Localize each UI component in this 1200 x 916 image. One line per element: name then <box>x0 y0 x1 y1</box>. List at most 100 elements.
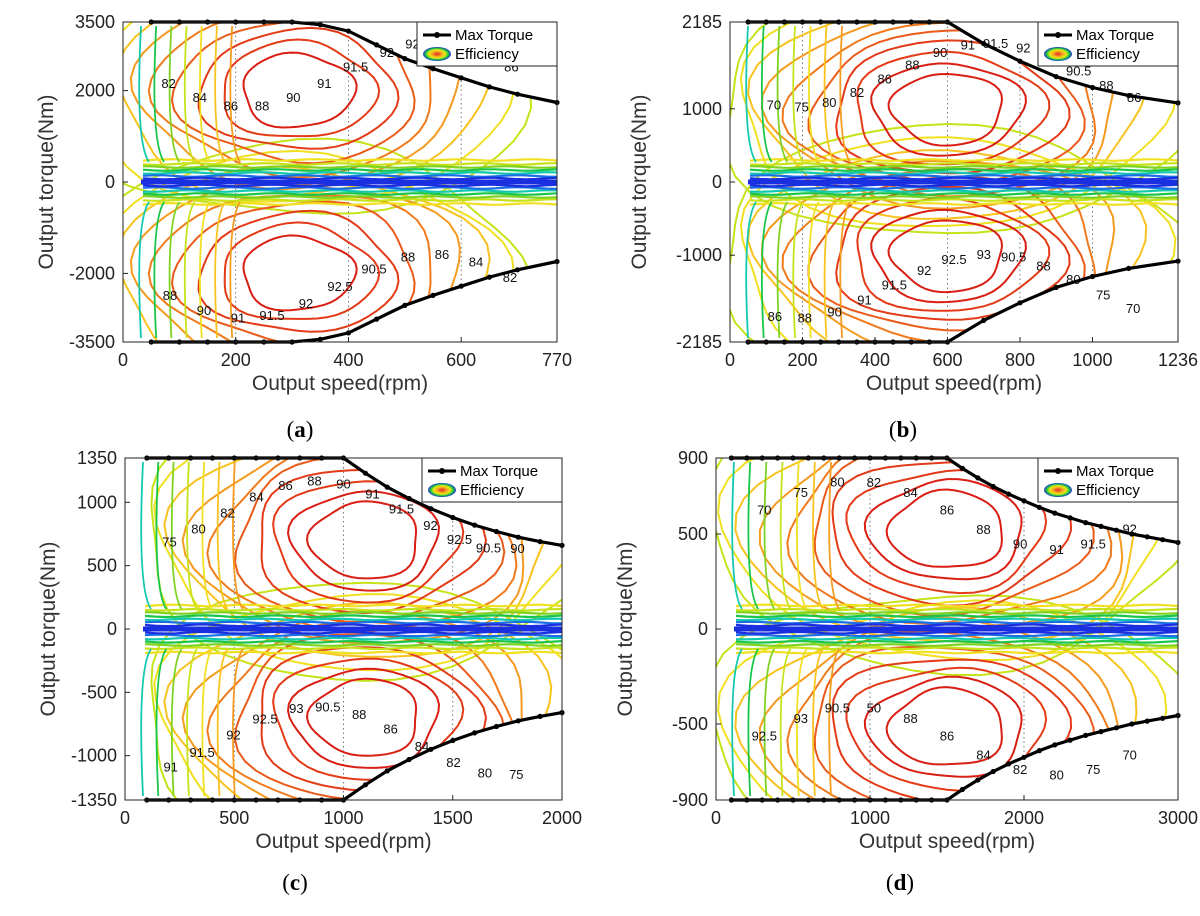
low-speed-contour <box>229 25 241 163</box>
low-torque-contour <box>144 646 562 651</box>
efficiency-contour <box>885 686 1003 766</box>
max-torque-point <box>450 514 456 521</box>
low-speed-contour <box>216 648 229 797</box>
contour-label: 84 <box>976 748 990 763</box>
legend-efficiency-label: Efficiency <box>1076 482 1140 499</box>
low-torque-contour <box>735 633 1178 638</box>
legend-efficiency-label: Efficiency <box>1076 46 1140 63</box>
efficiency-contour <box>758 616 1124 800</box>
legend-max-torque-label: Max Torque <box>460 463 538 480</box>
y-axis-label: Output torque(Nm) <box>37 541 60 716</box>
max-torque-point <box>1052 510 1058 516</box>
max-torque-point <box>362 470 368 476</box>
max-torque-point <box>1021 498 1027 504</box>
max-torque-point <box>515 534 521 540</box>
x-tick-label: 1236 <box>1158 350 1198 370</box>
y-tick-label: -1000 <box>71 746 117 766</box>
y-tick-label: -2185 <box>676 332 722 352</box>
efficiency-contour <box>286 490 441 592</box>
low-torque-contour <box>144 603 562 608</box>
low-torque-contour <box>144 607 562 612</box>
y-tick-label: -1350 <box>71 790 117 810</box>
contour-label: 90.5 <box>315 700 340 715</box>
legend-max-torque-label: Max Torque <box>1076 463 1154 480</box>
low-speed-contour <box>779 648 792 797</box>
min-torque-point <box>1036 748 1042 754</box>
x-tick-label: 3000 <box>1158 808 1198 828</box>
min-torque-point <box>514 267 521 273</box>
contour-label: 82 <box>867 475 881 490</box>
x-axis-label: Output speed(rpm) <box>255 830 431 853</box>
y-axis-label: Output torque(Nm) <box>614 541 637 716</box>
efficiency-contour <box>223 221 381 320</box>
contour-label: 93 <box>794 711 808 726</box>
contour-label: 84 <box>193 90 207 105</box>
low-torque-contour <box>142 195 557 199</box>
y-tick-label: 500 <box>87 556 117 576</box>
min-torque-point <box>472 730 478 736</box>
y-tick-label: 1350 <box>77 448 117 468</box>
efficiency-contour <box>870 208 1027 304</box>
efficiency-contour <box>147 22 432 179</box>
low-torque-contour <box>144 623 562 628</box>
min-torque-mask <box>731 715 1178 800</box>
max-torque-point <box>345 28 352 34</box>
low-torque-contour <box>144 643 562 647</box>
max-torque-point <box>1017 58 1023 64</box>
x-tick-label: 1000 <box>323 808 363 828</box>
low-torque-contour <box>735 607 1178 612</box>
max-torque-point <box>975 475 981 481</box>
contour-label: 91.5 <box>389 502 414 517</box>
max-torque-point <box>374 42 380 48</box>
y-tick-label: 2000 <box>75 81 115 101</box>
efficiency-contour <box>123 165 491 342</box>
low-speed-contour <box>186 648 198 797</box>
efficiency-contour <box>856 50 1051 166</box>
contour-label: 88 <box>905 57 919 72</box>
x-tick-label: 600 <box>932 350 962 370</box>
contour-label: 92 <box>917 263 931 278</box>
contour-label: 86 <box>940 729 954 744</box>
legend-max-torque-label: Max Torque <box>1076 27 1154 44</box>
low-speed-contour <box>731 461 743 610</box>
low-torque-contour <box>144 633 562 638</box>
contour-label: 86 <box>435 247 449 262</box>
legend-efficiency-label: Efficiency <box>455 46 519 63</box>
low-speed-contour <box>138 201 150 339</box>
y-tick-label: 500 <box>678 524 708 544</box>
max-torque-point <box>1113 527 1119 533</box>
min-torque-point <box>1126 265 1132 271</box>
max-torque-point <box>402 56 408 62</box>
max-torque-point <box>959 465 966 471</box>
y-tick-label: 1000 <box>682 99 722 119</box>
contour-label: 86 <box>877 72 891 87</box>
low-torque-contour <box>749 171 1178 175</box>
low-torque-contour <box>749 195 1178 199</box>
panel-b: 707580828688909191.59292.590.58886868890… <box>628 12 1198 442</box>
contour-label: 90 <box>336 477 350 492</box>
min-torque-point <box>990 768 996 775</box>
contour-label: 75 <box>794 99 808 114</box>
min-torque-point <box>981 317 987 323</box>
min-torque-mask <box>748 261 1178 342</box>
low-speed-contour <box>776 201 789 339</box>
contour-label: 88 <box>255 99 269 114</box>
low-torque-contour <box>749 202 1178 206</box>
low-speed-contour <box>823 25 836 163</box>
zero-torque-band <box>143 626 562 632</box>
y-tick-label: 2185 <box>682 12 722 32</box>
low-speed-contour <box>214 25 226 163</box>
legend-efficiency-label: Efficiency <box>460 482 524 499</box>
low-torque-contour <box>735 639 1178 644</box>
low-speed-contour <box>168 201 181 339</box>
contour-label: 86 <box>768 309 782 324</box>
caption-open: ( <box>889 417 897 442</box>
min-torque-point <box>959 786 966 793</box>
low-speed-contour <box>828 461 840 610</box>
contour-label: 90 <box>1013 536 1027 551</box>
max-torque-point <box>1083 520 1089 526</box>
contour-label: 82 <box>850 85 864 100</box>
x-tick-label: 0 <box>725 350 735 370</box>
contour-label: 91 <box>365 487 379 502</box>
min-torque-point <box>458 283 464 289</box>
